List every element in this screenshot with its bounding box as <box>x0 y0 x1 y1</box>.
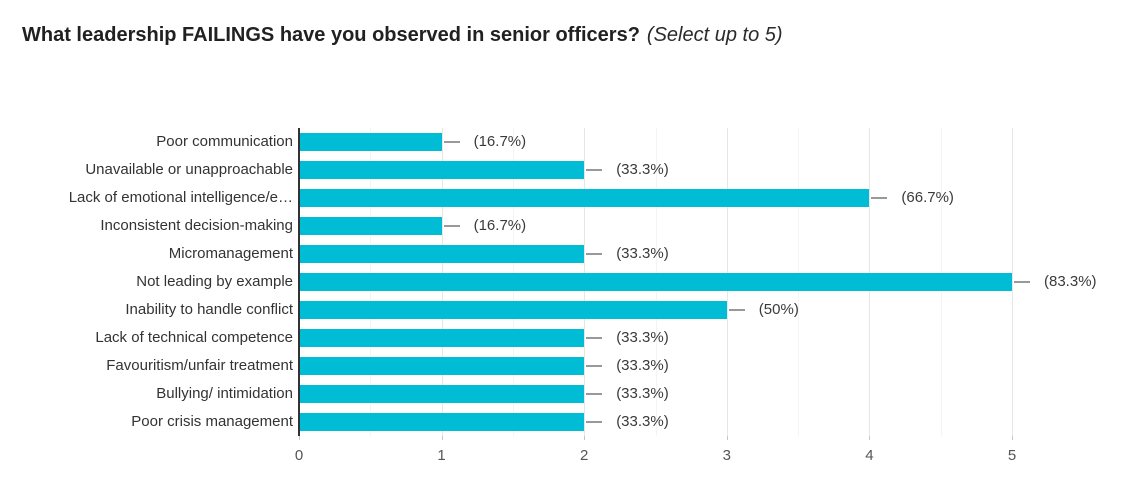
annotation-stem <box>728 309 745 311</box>
category-label: Poor communication <box>156 133 293 150</box>
x-tick-label: 1 <box>437 447 446 464</box>
bar[interactable] <box>299 273 1012 291</box>
bar[interactable] <box>299 301 727 319</box>
bar-row: Bullying/ intimidation (33.3%) <box>0 380 1127 408</box>
x-tick-mark <box>299 436 300 440</box>
category-label: Micromanagement <box>168 245 293 262</box>
x-tick-label: 3 <box>722 447 731 464</box>
annotation-stem <box>586 421 603 423</box>
bar-row: Micromanagement (33.3%) <box>0 240 1127 268</box>
x-tick-mark <box>1012 436 1013 440</box>
annotation-stem <box>586 393 603 395</box>
category-label: Poor crisis management <box>131 413 293 430</box>
percent-label: (50%) <box>758 301 799 318</box>
percent-label: (16.7%) <box>473 133 527 150</box>
percent-label: (33.3%) <box>616 245 669 262</box>
category-label: Unavailable or unapproachable <box>85 161 293 178</box>
x-tick-label: 5 <box>1007 447 1017 464</box>
category-label: Favouritism/unfair treatment <box>106 357 293 374</box>
bar[interactable] <box>299 385 585 403</box>
bar[interactable] <box>299 189 870 207</box>
x-tick-mark <box>441 436 443 440</box>
page-title-question: What leadership FAILINGS have you observ… <box>22 24 640 46</box>
bar[interactable] <box>299 161 585 179</box>
annotation-stem <box>586 253 603 255</box>
x-tick-label: 4 <box>865 447 874 464</box>
percent-label: (33.3%) <box>616 385 669 402</box>
annotation-stem <box>871 197 888 199</box>
bar-row: Favouritism/unfair treatment (33.3%) <box>0 352 1127 380</box>
percent-label: (33.3%) <box>616 161 669 178</box>
bar[interactable] <box>299 357 585 375</box>
bar-row: Inconsistent decision-making (16.7%) <box>0 212 1127 240</box>
x-tick-mark <box>726 436 728 440</box>
gridline <box>1012 128 1013 436</box>
x-tick-mark <box>869 436 871 440</box>
bar[interactable] <box>299 329 585 347</box>
annotation-stem <box>586 169 603 171</box>
category-label: Not leading by example <box>136 273 293 290</box>
annotation-stem <box>586 365 603 367</box>
y-axis-line <box>298 128 300 436</box>
bar[interactable] <box>299 413 585 431</box>
bar-row: Lack of technical competence (33.3%) <box>0 324 1127 352</box>
annotation-stem <box>443 225 460 227</box>
bar[interactable] <box>299 133 442 151</box>
category-label: Lack of technical competence <box>95 329 293 346</box>
percent-label: (66.7%) <box>901 189 954 206</box>
category-label: Lack of emotional intelligence/e… <box>68 189 293 206</box>
page-title-note: (Select up to 5) <box>646 24 783 46</box>
percent-label: (33.3%) <box>616 357 669 374</box>
bar-row: Unavailable or unapproachable (33.3%) <box>0 156 1127 184</box>
annotation-stem <box>1014 281 1030 283</box>
bar-row: Not leading by example (83.3%) <box>0 268 1127 296</box>
bar[interactable] <box>299 245 585 263</box>
bar-row: Poor crisis management (33.3%) <box>0 408 1127 436</box>
bar-row: Lack of emotional intelligence/e… (66.7%) <box>0 184 1127 212</box>
category-label: Bullying/ intimidation <box>156 385 293 402</box>
x-tick-mark <box>584 436 586 440</box>
page-title: What leadership FAILINGS have you observ… <box>22 22 1107 48</box>
bar-row: Poor communication (16.7%) <box>0 128 1127 156</box>
category-label: Inability to handle conflict <box>125 301 293 318</box>
percent-label: (16.7%) <box>473 217 527 234</box>
percent-label: (83.3%) <box>1044 273 1097 290</box>
percent-label: (33.3%) <box>616 413 669 430</box>
annotation-stem <box>443 141 460 143</box>
bar-row: Inability to handle conflict (50%) <box>0 296 1127 324</box>
percent-label: (33.3%) <box>616 329 669 346</box>
x-tick-label: 0 <box>294 447 304 464</box>
bar[interactable] <box>299 217 442 235</box>
x-tick-label: 2 <box>580 447 589 464</box>
annotation-stem <box>586 337 603 339</box>
category-label: Inconsistent decision-making <box>100 217 293 234</box>
